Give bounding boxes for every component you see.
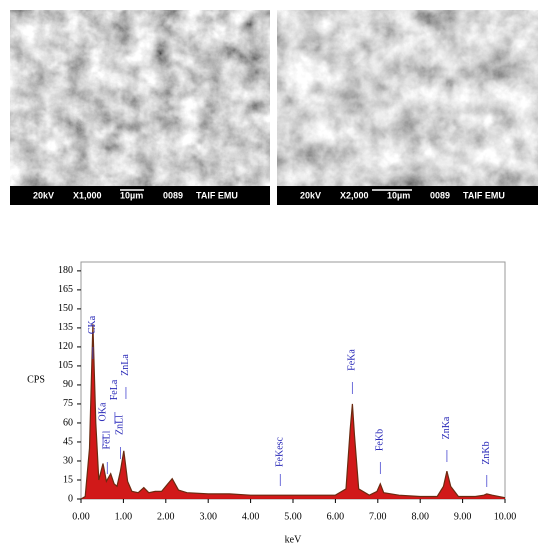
caption: X2,000 (340, 190, 369, 200)
caption: TAIF EMU (196, 190, 238, 200)
y-tick-label: 105 (58, 360, 73, 371)
caption: 10µm (120, 190, 143, 200)
y-tick-label: 135 (58, 322, 73, 333)
sem-photo (10, 10, 270, 186)
x-tick-label: 7.00 (369, 511, 387, 522)
spectrum-line (80, 324, 506, 500)
peak-label: OKa (97, 402, 108, 421)
peak-label: CKa (87, 315, 98, 334)
y-tick-label: 180 (58, 265, 73, 276)
y-tick-label: 60 (63, 417, 73, 428)
eds-spectrum: CPS keV 0 15 30 45 60 75 90 105 120 135 150 165 180 0… (27, 261, 517, 545)
y-tick-label: 75 (63, 398, 73, 409)
caption: 10µm (387, 190, 410, 200)
sem-image-2: 20kV X2,000 10µm 0089 TAIF EMU (277, 10, 538, 205)
caption: 0089 (430, 190, 450, 200)
x-tick-label: 6.00 (327, 511, 345, 522)
x-tick-label: 3.00 (199, 511, 217, 522)
y-tick-label: 0 (68, 493, 73, 504)
x-axis-label: keV (285, 534, 302, 545)
x-tick-label: 5.00 (284, 511, 302, 522)
x-tick-label: 4.00 (242, 511, 260, 522)
y-tick-label: 15 (63, 474, 73, 485)
peak-label: ZnLa (120, 354, 131, 376)
peak-label: FeKb (375, 429, 386, 451)
plot-frame (80, 261, 506, 500)
x-tick-label: 8.00 (411, 511, 429, 522)
caption: 20kV (33, 190, 54, 200)
y-tick-label: 30 (63, 455, 73, 466)
x-tick-label: 1.00 (115, 511, 133, 522)
x-tick-label: 2.00 (157, 511, 175, 522)
caption-bar (277, 186, 538, 205)
y-axis-label: CPS (27, 374, 45, 385)
peak-label: FeLl (102, 430, 113, 449)
x-tick-label: 0.00 (72, 511, 90, 522)
y-tick-label: 120 (58, 341, 73, 352)
peak-label: ZnKa (441, 416, 452, 439)
x-tick-label: 10.00 (494, 511, 517, 522)
y-tick-label: 150 (58, 303, 73, 314)
caption: 20kV (300, 190, 321, 200)
caption: TAIF EMU (463, 190, 505, 200)
peak-label: FeKa (347, 349, 358, 371)
caption: 0089 (163, 190, 183, 200)
sem-image-1: 20kV X1,000 10µm 0089 TAIF EMU (10, 10, 270, 205)
y-tick-label: 45 (63, 436, 73, 447)
caption-bar (10, 186, 270, 205)
caption: X1,000 (73, 190, 102, 200)
peak-label: ZnKb (481, 441, 492, 464)
spectrum-area (81, 324, 505, 499)
peak-label: FeKesc (275, 436, 286, 467)
peak-label: FeLa (109, 379, 120, 400)
y-tick-label: 165 (58, 284, 73, 295)
y-tick-label: 90 (63, 379, 73, 390)
sem-photo (277, 10, 538, 186)
x-tick-label: 9.00 (454, 511, 472, 522)
peak-label: ZnLl (115, 415, 126, 435)
